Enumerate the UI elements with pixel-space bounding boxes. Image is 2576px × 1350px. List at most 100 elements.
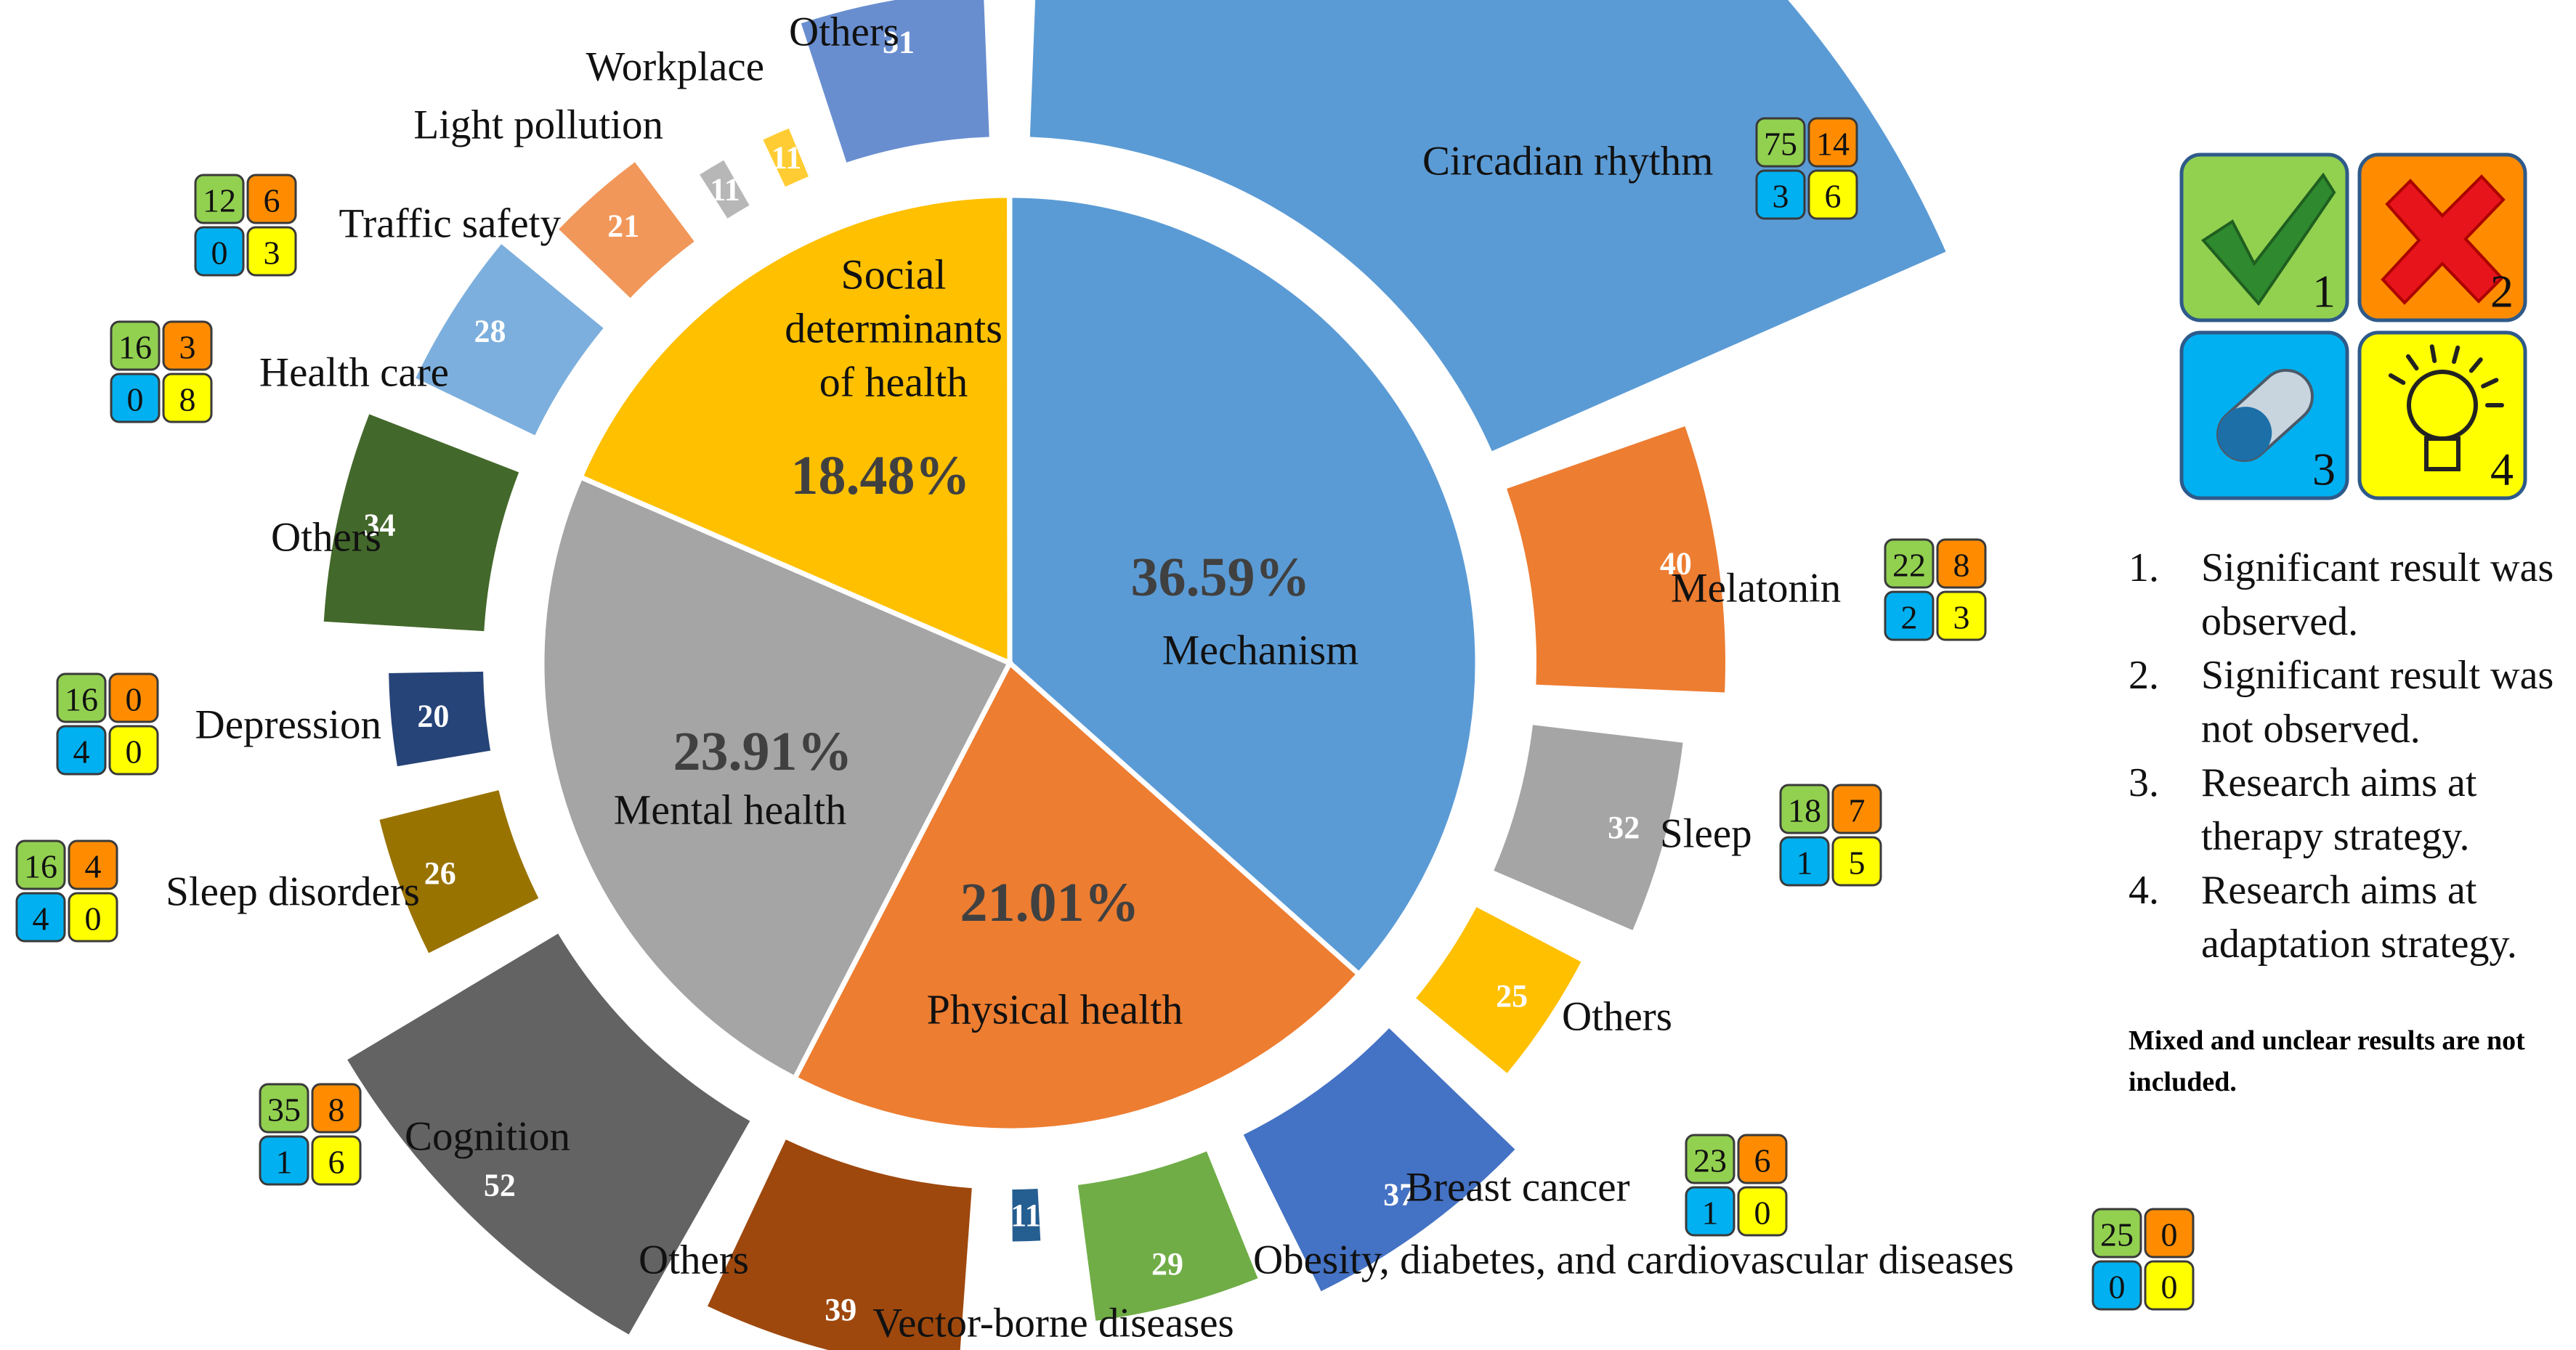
count-cell-bg [1831,836,1882,887]
outer-value-physical-health-breast-cancer: 37 [1383,1177,1415,1213]
outer-bar-social-determinants-of-health-light-pollution [700,160,750,219]
outer-label-social-determinants-of-health-light-pollution: Light pollution [413,102,663,148]
count-cell-bg [1685,1186,1735,1237]
outer-value-physical-health-obesity-diabetes-and-cardiovascular-diseases: 29 [1151,1246,1183,1282]
outer-value-mental-health-cognition: 52 [484,1168,516,1203]
count-cell-2: 0 [2161,1216,2178,1253]
outer-mental-health-depression-count-grid: 16 04 0 [56,672,159,776]
count-cell-4: 3 [1953,599,1970,636]
outer-value-mental-health-others: 34 [364,508,396,543]
count-cell-1: 16 [65,681,98,718]
inner-label-social-determinants-of-health: determinants [785,305,1003,352]
legend-item-number: 3. [2129,760,2159,805]
inner-slice-physical-health [791,659,1363,1134]
count-cell-2: 6 [264,182,280,219]
check-icon-tile: 1 [2179,153,2349,322]
outer-bar-mechanism-others [1416,907,1581,1073]
inner-label-social-determinants-of-health: Social [841,251,947,298]
count-cell-bg [2144,1208,2195,1258]
count-cell-3: 1 [1702,1195,1719,1232]
count-cell-bg [1936,590,1987,641]
legend-item-text: Research aims at therapy strategy. [2201,760,2477,859]
outer-label-mental-health-depression: Depression [195,702,381,748]
outer-mechanism-sleep-count-grid: 18 71 5 [1779,784,1882,887]
outer-value-social-determinants-of-health-traffic-safety: 21 [607,208,639,243]
inner-percent-mental-health: 23.91% [673,721,853,782]
outer-label-social-determinants-of-health-workplace: Workplace [586,44,764,90]
count-cell-bg [246,226,297,277]
count-cell-bg [1936,538,1987,589]
count-cell-bg [259,1135,309,1186]
count-cell-bg [108,725,159,776]
count-cell-3: 2 [1901,599,1918,636]
count-cell-bg [1779,784,1830,834]
count-cell-bg [1779,836,1830,887]
outer-social-determinants-of-health-traffic-safety-count-grid: 12 60 3 [194,174,297,277]
count-cell-bg [194,174,245,224]
outer-bar-mental-health-sleep-disorders [379,790,539,953]
count-cell-4: 3 [264,235,280,272]
legend-icons: 1 2 3 4 [2179,153,2527,500]
count-cell-bg [68,892,118,943]
inner-percent-mechanism: 36.59% [1131,547,1311,608]
outer-bar-mechanism-melatonin [1507,426,1725,693]
outer-ring [323,0,1946,1350]
count-cell-2: 4 [85,848,102,885]
outer-bar-physical-health-obesity-diabetes-and-cardiovascular-diseases [1077,1151,1258,1321]
count-cell-bg [1737,1134,1788,1184]
outer-label-physical-health-vector-borne-diseases: Vector-borne diseases [872,1301,1234,1346]
cross-icon [2381,174,2506,305]
count-cell-4: 0 [85,900,102,938]
outer-label-physical-health-obesity-diabetes-and-cardiovascular-diseases: Obesity, diabetes, and cardiovascular di… [1253,1237,2014,1283]
count-cell-3: 0 [127,381,144,418]
count-cell-4: 5 [1849,845,1866,882]
count-cell-2: 7 [1849,792,1866,829]
count-cell-1: 16 [24,848,57,885]
outer-value-mechanism-melatonin: 40 [1660,546,1692,582]
inner-label-social-determinants-of-health: of health [819,359,968,406]
chart-labels: 36.59% Mechanism 21.01% Physical health 23.9… [15,9,2195,1346]
count-cell-bg [259,1083,309,1134]
outer-physical-health-obesity-diabetes-and-cardiovascular-diseases-count-grid: 25 00 0 [2091,1208,2195,1311]
outer-value-social-determinants-of-health-health-care: 28 [474,313,506,349]
outer-mental-health-sleep-disorders-count-grid: 16 44 0 [15,839,118,943]
legend-tile-number: 3 [2312,444,2336,495]
count-cell-2: 14 [1816,126,1850,163]
count-cell-bg [311,1083,362,1134]
outer-label-physical-health-breast-cancer: Breast cancer [1406,1165,1630,1211]
count-cell-bg [162,320,213,371]
count-cell-1: 16 [118,329,152,366]
outer-bar-social-determinants-of-health-others [801,0,989,163]
count-cell-2: 8 [1953,547,1970,584]
outer-label-mental-health-cognition: Cognition [405,1114,570,1160]
count-cell-bg [1755,117,1806,168]
legend-list: 1. Significant result was observed. 2. Sig… [2129,541,2564,971]
count-cell-1: 23 [1693,1142,1727,1179]
count-cell-bg [1884,590,1935,641]
check-icon [2200,172,2336,306]
outer-label-mental-health-sleep-disorders: Sleep disorders [166,869,420,915]
inner-slice-mental-health [539,473,1013,1082]
legend-tile-bg [2357,330,2527,500]
outer-label-mechanism-others: Others [1562,994,1672,1040]
legend-item-3: 3. Research aims at therapy strategy. [2129,756,2564,863]
inner-slice-mechanism [1007,192,1481,978]
count-cell-bg [110,320,161,371]
legend-item-1: 1. Significant result was observed. [2129,541,2564,648]
outer-bar-physical-health-vector-borne-diseases [1012,1188,1041,1242]
legend-item-4: 4. Research aims at adaptation strategy. [2129,863,2564,971]
count-cell-3: 4 [33,900,49,938]
count-cell-bg [2144,1260,2195,1311]
inner-percent-social-determinants-of-health: 18.48% [791,445,971,506]
count-cell-bg [15,892,66,943]
count-cell-bg [1737,1186,1788,1237]
count-cell-bg [162,373,213,423]
count-cell-bg [68,839,118,890]
outer-value-physical-health-vector-borne-diseases: 11 [1010,1197,1041,1233]
legend-note: Mixed and unclear results are not includ… [2129,1025,2525,1097]
count-cell-2: 3 [179,329,196,366]
outer-physical-health-breast-cancer-count-grid: 23 61 0 [1685,1134,1788,1237]
outer-bar-mental-health-others [323,414,519,632]
count-cell-3: 3 [1773,178,1789,215]
count-cell-1: 75 [1764,126,1797,163]
